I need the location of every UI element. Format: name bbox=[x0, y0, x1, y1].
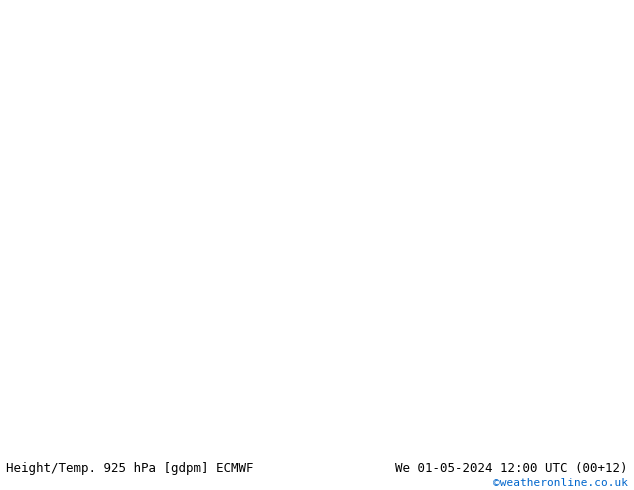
Text: ©weatheronline.co.uk: ©weatheronline.co.uk bbox=[493, 478, 628, 488]
Text: Height/Temp. 925 hPa [gdpm] ECMWF: Height/Temp. 925 hPa [gdpm] ECMWF bbox=[6, 463, 254, 475]
Text: We 01-05-2024 12:00 UTC (00+12): We 01-05-2024 12:00 UTC (00+12) bbox=[395, 463, 628, 475]
